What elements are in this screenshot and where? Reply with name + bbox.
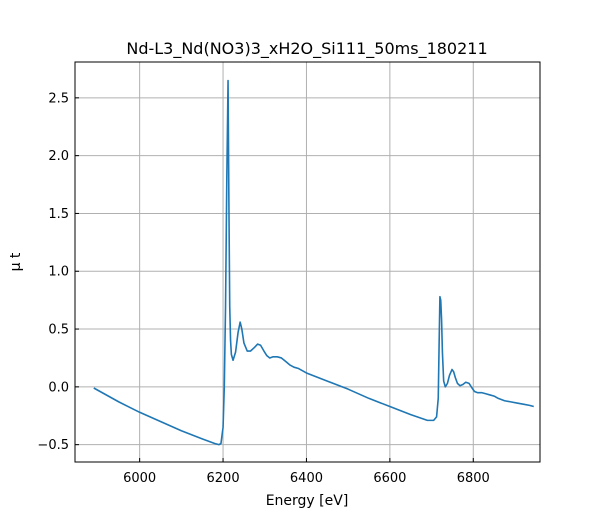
- y-tick-label: 2.5: [48, 91, 69, 106]
- y-tick-label: 0.0: [48, 380, 69, 395]
- x-tick-label: 6600: [373, 471, 406, 486]
- y-tick-label: −0.5: [37, 438, 69, 453]
- plot-frame: [74, 61, 541, 463]
- y-tick-label: 2.0: [48, 149, 69, 164]
- x-axis-label: Energy [eV]: [266, 493, 349, 509]
- series-layer: [93, 79, 534, 446]
- axis-ticks: [75, 97, 474, 462]
- y-tick-label: 0.5: [48, 323, 69, 338]
- chart-title: Nd-L3_Nd(NO3)3_xH2O_Si111_50ms_180211: [126, 39, 487, 59]
- x-tick-label: 6400: [290, 471, 323, 486]
- grid-lines: [75, 62, 540, 462]
- series-line: [93, 79, 534, 446]
- y-axis-label: μ t: [8, 252, 24, 271]
- y-tick-label: 1.0: [48, 265, 69, 280]
- x-tick-label: 6800: [457, 471, 490, 486]
- x-tick-label: 6200: [207, 471, 240, 486]
- y-tick-label: 1.5: [48, 207, 69, 222]
- x-tick-label: 6000: [123, 471, 156, 486]
